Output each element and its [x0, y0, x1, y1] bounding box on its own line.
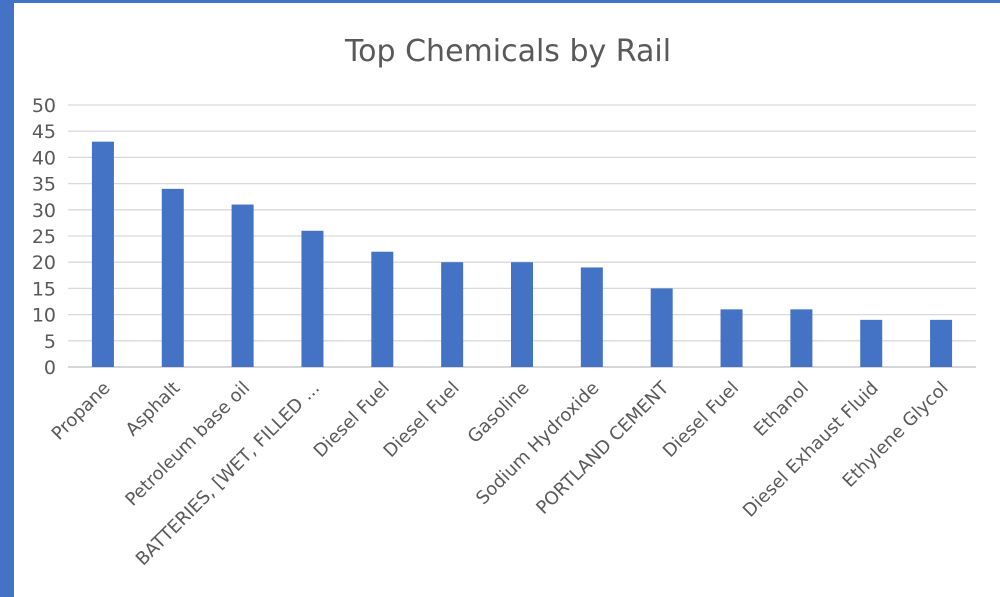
x-tick-label: Petroleum base oil [121, 378, 254, 511]
y-axis-ticks: 0 5 10 15 20 25 30 35 40 45 50 [32, 95, 56, 379]
bar [860, 319, 883, 367]
y-tick-label: 40 [32, 147, 56, 169]
bar [371, 251, 394, 367]
chart-frame: Top Chemicals by Rail 0 5 10 15 20 25 30 35 40 45… [14, 3, 1000, 597]
x-tick-label: Asphalt [122, 378, 185, 441]
bar [231, 204, 254, 367]
bar [161, 188, 184, 367]
x-tick-label: Diesel Fuel [380, 378, 464, 462]
y-tick-label: 15 [32, 278, 56, 300]
chart-title: Top Chemicals by Rail [344, 34, 671, 69]
bar [650, 288, 673, 367]
x-tick-label: Diesel Fuel [659, 378, 743, 462]
x-tick-label: Diesel Exhaust Fluid [739, 378, 883, 522]
y-tick-label: 30 [32, 200, 56, 222]
x-tick-label: Sodium Hydroxide [472, 378, 603, 509]
x-tick-label: Propane [48, 378, 115, 445]
bar [790, 309, 813, 367]
y-tick-label: 0 [44, 357, 56, 379]
y-tick-label: 25 [32, 226, 56, 248]
x-tick-label: Ethanol [750, 378, 813, 441]
y-tick-label: 35 [32, 174, 56, 196]
bar [930, 319, 953, 367]
bar [441, 262, 464, 367]
x-tick-label: Gasoline [464, 378, 534, 448]
bar [91, 141, 114, 367]
y-tick-label: 5 [44, 331, 56, 353]
y-tick-label: 10 [32, 305, 56, 327]
y-tick-label: 45 [32, 121, 56, 143]
bar [720, 309, 743, 367]
x-tick-label: PORTLAND CEMENT [532, 377, 674, 519]
bars [91, 141, 953, 367]
bar-chart: Top Chemicals by Rail 0 5 10 15 20 25 30 35 40 45… [32, 34, 976, 570]
bar [511, 262, 533, 367]
y-tick-label: 20 [32, 252, 56, 274]
y-tick-label: 50 [32, 95, 56, 117]
bar [301, 230, 324, 367]
bar [580, 267, 603, 367]
